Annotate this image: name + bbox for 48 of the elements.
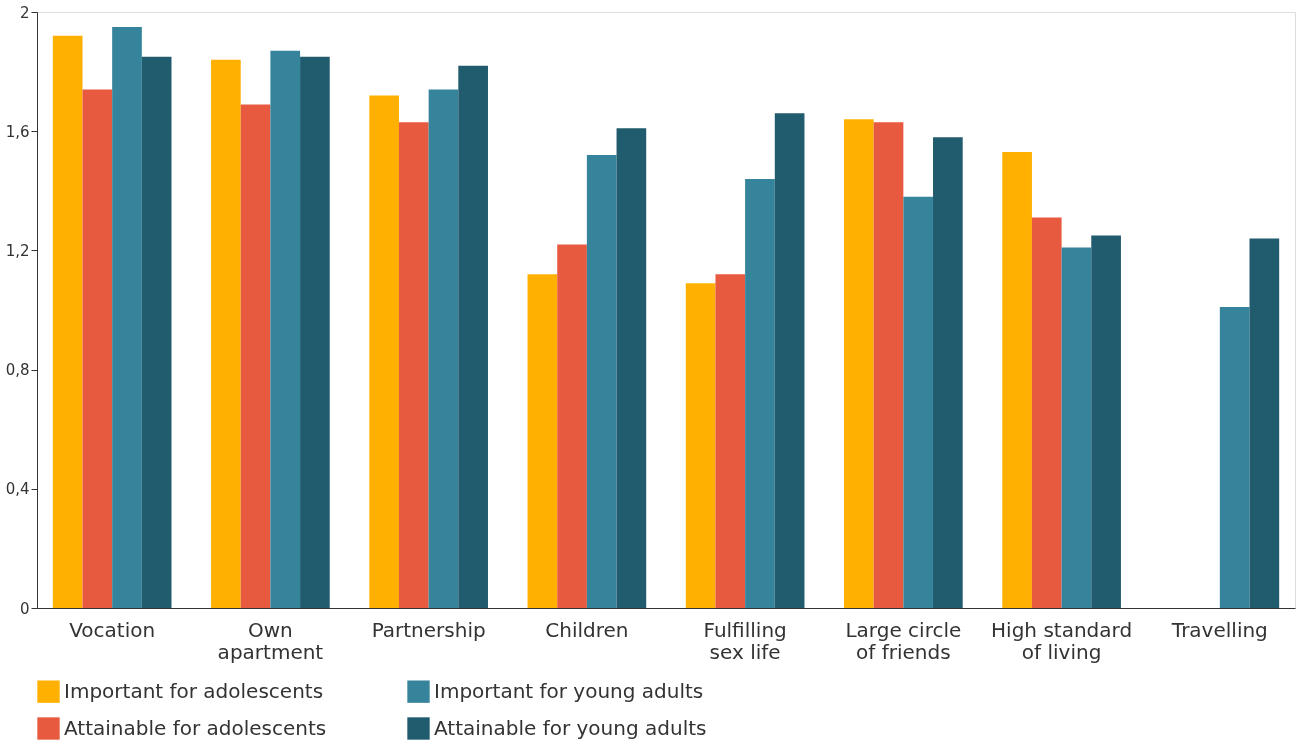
legend-label: Important for adolescents (64, 678, 324, 703)
bar (1002, 152, 1032, 608)
bar (458, 65, 488, 608)
y-tick-label: 2 (19, 3, 30, 22)
bar (774, 113, 805, 608)
bar (141, 56, 172, 608)
bar (240, 104, 271, 608)
bar (1061, 247, 1092, 608)
bar (211, 59, 241, 608)
bar (369, 95, 399, 608)
bar (398, 122, 429, 608)
x-tick-label: Own apartment (217, 617, 324, 664)
legend-label: Important for young adults (434, 678, 704, 703)
bar (112, 26, 142, 608)
y-tick-label: 0,8 (5, 361, 30, 380)
x-tick-label: Travelling (1170, 617, 1268, 642)
bar (1249, 238, 1280, 608)
x-tick-label: Children (545, 617, 629, 642)
bar (873, 122, 904, 608)
bar (586, 155, 617, 608)
legend-label: Attainable for adolescents (64, 715, 327, 740)
x-tick-label: High standard of living (991, 617, 1133, 664)
bar (52, 35, 83, 608)
y-tick-label: 0 (19, 599, 30, 618)
bar (557, 244, 587, 608)
bar (270, 50, 301, 608)
bar (82, 89, 113, 608)
bar (745, 178, 775, 608)
x-tick-label: Partnership (371, 617, 486, 642)
bar (844, 119, 874, 608)
bar (715, 274, 746, 608)
bar (933, 137, 963, 608)
y-tick-label: 1,2 (5, 241, 30, 260)
y-tick-label: 0,4 (5, 480, 30, 499)
bar (1031, 217, 1062, 608)
x-tick-label: Vocation (69, 617, 156, 642)
bar (527, 274, 558, 608)
bar (1091, 235, 1121, 608)
bar (300, 56, 330, 608)
x-tick-label: Large circle of friends (845, 617, 962, 664)
bar (428, 89, 459, 608)
x-tick-label: Fulfilling sex life (703, 617, 787, 664)
bar (1219, 307, 1250, 608)
bar (616, 128, 647, 608)
bar (903, 196, 934, 608)
legend-label: Attainable for young adults (434, 715, 707, 740)
bar (685, 283, 716, 608)
y-tick-label: 1,6 (5, 122, 30, 141)
